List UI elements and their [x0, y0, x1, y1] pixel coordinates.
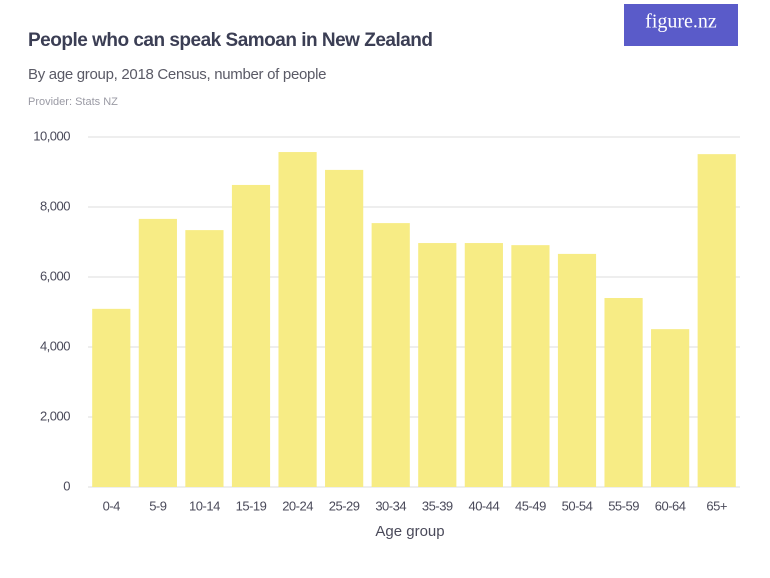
- provider: Provider: Stats NZ: [28, 96, 118, 108]
- logo-box: [624, 4, 738, 46]
- y-tick-label: 4,000: [40, 338, 70, 353]
- y-tick-label: 2,000: [40, 408, 70, 423]
- y-tick-label: 8,000: [40, 198, 70, 213]
- bar: [464, 243, 503, 487]
- bar: [138, 218, 177, 487]
- x-tick-label: 45-49: [515, 498, 546, 513]
- x-tick-label: 25-29: [329, 498, 360, 513]
- bar: [185, 230, 224, 487]
- x-tick-label: 15-19: [236, 498, 267, 513]
- x-tick-label: 50-54: [562, 498, 593, 513]
- x-tick-label: 30-34: [375, 498, 406, 513]
- x-tick-label: 40-44: [468, 498, 499, 513]
- x-tick-label: 5-9: [149, 498, 167, 513]
- x-tick-label: 55-59: [608, 498, 639, 513]
- x-tick-label: 65+: [706, 498, 727, 513]
- x-tick-label: 0-4: [103, 498, 121, 513]
- x-tick-label: 20-24: [282, 498, 313, 513]
- bar: [418, 243, 457, 487]
- bar: [511, 245, 550, 487]
- y-tick-label: 10,000: [33, 128, 70, 143]
- x-axis-label: Age group: [375, 523, 444, 540]
- bar: [697, 154, 736, 487]
- bar: [92, 308, 131, 487]
- bar: [651, 329, 690, 487]
- x-tick-label: 35-39: [422, 498, 453, 513]
- y-tick-label: 6,000: [40, 268, 70, 283]
- logo: figure.nz: [645, 11, 717, 33]
- bar: [278, 152, 317, 488]
- bar: [231, 184, 271, 487]
- y-tick-label: 0: [63, 478, 70, 493]
- chart-subtitle: By age group, 2018 Census, number of peo…: [28, 66, 326, 83]
- chart-title: People who can speak Samoan in New Zeala…: [28, 30, 433, 51]
- bar: [604, 298, 643, 487]
- x-tick-label: 60-64: [655, 498, 686, 513]
- bar: [557, 253, 597, 487]
- bar: [371, 223, 410, 487]
- x-tick-label: 10-14: [189, 498, 220, 513]
- bar: [325, 169, 364, 487]
